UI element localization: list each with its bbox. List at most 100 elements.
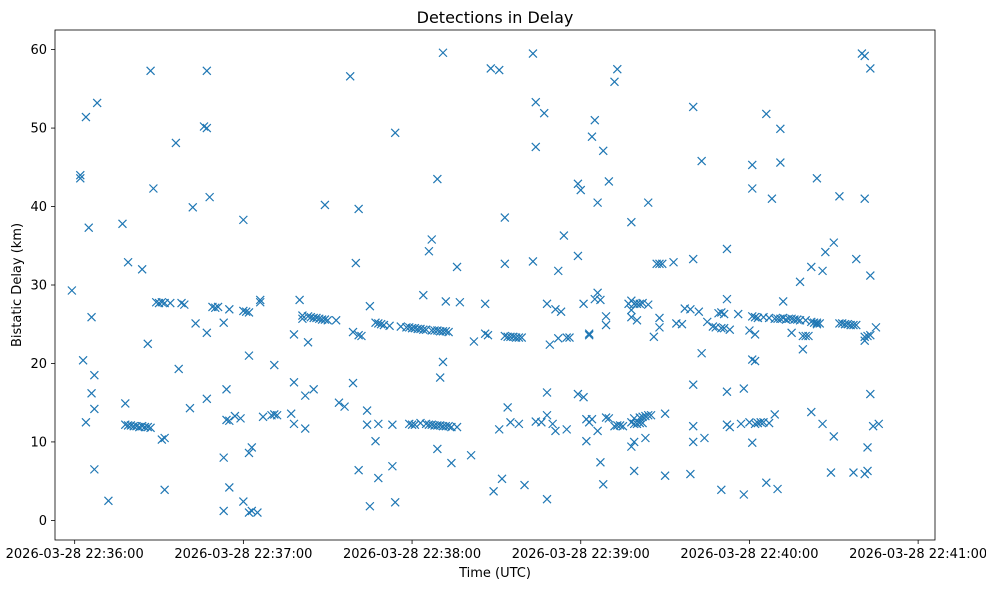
data-point: [660, 409, 670, 419]
data-point: [177, 298, 186, 308]
data-point: [669, 257, 678, 267]
data-point: [584, 329, 594, 339]
data-point: [725, 325, 735, 335]
data-point: [469, 337, 479, 346]
data-point: [587, 414, 597, 424]
data-point: [629, 437, 639, 447]
data-point: [84, 223, 94, 233]
data-point: [643, 198, 653, 208]
data-point: [573, 179, 583, 189]
data-point: [531, 142, 541, 152]
data-point: [303, 337, 313, 347]
x-axis-label: Time (UTC): [458, 566, 531, 581]
data-point: [657, 259, 667, 269]
data-point: [444, 421, 454, 431]
data-point: [357, 331, 366, 341]
data-point: [89, 404, 99, 414]
data-point: [247, 506, 257, 516]
data-point: [362, 406, 372, 415]
data-point: [792, 315, 802, 324]
data-point: [165, 298, 175, 308]
data-point: [103, 496, 113, 506]
data-point: [739, 384, 749, 393]
data-point: [638, 412, 648, 422]
data-point: [376, 319, 386, 329]
data-point: [590, 115, 600, 125]
data-point: [722, 387, 732, 397]
data-point: [559, 231, 569, 240]
data-point: [548, 419, 558, 429]
data-point: [612, 64, 622, 74]
data-point: [719, 309, 729, 319]
data-point: [441, 297, 451, 306]
data-point: [87, 312, 96, 322]
data-point: [312, 313, 321, 323]
data-point: [688, 421, 698, 431]
data-point: [643, 410, 653, 420]
data-point: [573, 251, 583, 261]
data-point: [584, 330, 594, 340]
data-point: [638, 418, 648, 428]
data-point: [700, 433, 709, 443]
data-point: [247, 442, 257, 452]
data-point: [199, 122, 209, 131]
data-point: [716, 323, 726, 333]
data-point: [171, 138, 181, 148]
data-point: [354, 204, 364, 214]
data-point: [716, 485, 726, 495]
y-axis-label: Bistatic Delay (km): [10, 223, 25, 347]
data-point: [75, 173, 85, 183]
data-point: [81, 417, 91, 427]
data-point: [78, 355, 88, 365]
data-point: [626, 217, 636, 227]
data-point: [500, 259, 510, 269]
data-point: [860, 51, 870, 61]
data-point: [747, 355, 757, 364]
data-point: [596, 295, 605, 305]
data-point: [362, 420, 372, 430]
data-point: [587, 132, 597, 142]
data-point: [860, 194, 870, 204]
data-point: [865, 64, 875, 73]
data-point: [764, 418, 774, 428]
data-point: [539, 108, 549, 118]
data-point: [418, 325, 428, 335]
data-point: [725, 422, 735, 432]
data-point: [750, 312, 760, 322]
data-point: [238, 215, 248, 225]
data-point: [553, 333, 563, 343]
data-point: [188, 202, 198, 212]
data-point: [736, 419, 746, 429]
data-point: [371, 436, 380, 446]
data-point: [157, 297, 167, 307]
data-point: [770, 410, 780, 419]
data-point: [427, 235, 437, 244]
data-point: [868, 421, 878, 431]
data-point: [542, 299, 552, 309]
x-tick-label: 2026-03-28 22:36:00: [6, 547, 144, 562]
data-point: [489, 486, 499, 496]
y-axis: 0 10 20 30 40 50 60: [30, 43, 55, 529]
data-point: [688, 254, 698, 264]
data-point: [438, 48, 448, 58]
data-point: [432, 444, 442, 454]
data-point: [418, 290, 428, 300]
data-point: [219, 506, 229, 516]
data-point: [143, 339, 153, 349]
data-point: [365, 301, 375, 311]
data-point: [820, 247, 830, 257]
data-point: [202, 328, 212, 338]
data-point: [320, 315, 330, 324]
data-point: [747, 160, 757, 170]
data-point: [775, 124, 785, 134]
data-point: [300, 391, 310, 401]
data-point: [688, 380, 698, 390]
data-point: [289, 330, 299, 339]
data-point: [255, 295, 265, 305]
data-point: [303, 311, 313, 321]
data-point: [649, 332, 659, 342]
data-point: [626, 312, 636, 322]
data-point: [677, 319, 687, 329]
data-point: [542, 410, 552, 420]
data-point: [638, 298, 648, 308]
